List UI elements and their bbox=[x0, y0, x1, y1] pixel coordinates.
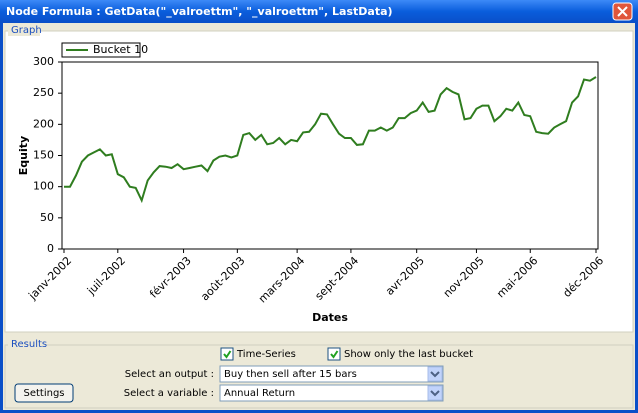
legend-box bbox=[61, 42, 141, 58]
combo-box[interactable] bbox=[219, 365, 444, 383]
graph-group-label: Graph bbox=[11, 25, 42, 36]
y-tick-label: 200 bbox=[33, 117, 54, 130]
combo-button[interactable] bbox=[427, 366, 443, 382]
checkbox-label: Show only the last bucket bbox=[344, 349, 473, 360]
y-tick-label: 100 bbox=[33, 180, 54, 193]
settings-button[interactable] bbox=[14, 383, 74, 403]
group-label-bg bbox=[8, 338, 46, 350]
y-tick-label: 50 bbox=[40, 211, 54, 224]
y-tick-label: 250 bbox=[33, 86, 54, 99]
combo-box[interactable] bbox=[219, 384, 444, 402]
results-group-label: Results bbox=[11, 339, 47, 350]
checkmark bbox=[330, 350, 339, 359]
legend-label: Bucket 10 bbox=[93, 43, 148, 56]
combo-label: Select an output : bbox=[125, 369, 214, 380]
group-label-bg bbox=[8, 24, 40, 36]
combo-value: Buy then sell after 15 bars bbox=[224, 369, 357, 380]
close-icon bbox=[617, 6, 628, 17]
plot-area bbox=[61, 61, 599, 250]
checkmark bbox=[223, 350, 232, 359]
controls: Time-Series Show only the last bucket Sele… bbox=[14, 347, 473, 403]
combo-label: Select a variable : bbox=[124, 388, 214, 399]
y-tick-label: 0 bbox=[47, 242, 54, 255]
y-tick-label: 300 bbox=[33, 55, 54, 68]
window-title: Node Formula : GetData("_valroettm", "_v… bbox=[6, 5, 393, 18]
combo-button[interactable] bbox=[427, 385, 443, 401]
series-line bbox=[64, 76, 597, 204]
combo-arrow bbox=[430, 390, 440, 397]
combo-arrow bbox=[430, 371, 440, 378]
checkbox[interactable] bbox=[220, 347, 234, 361]
y-tick-label: 150 bbox=[33, 149, 54, 162]
title-bar bbox=[0, 0, 638, 23]
x-axis-label: Dates bbox=[312, 311, 348, 324]
combo-value: Annual Return bbox=[224, 388, 295, 399]
y-axis-label: Equity bbox=[17, 136, 30, 175]
settings-label: Settings bbox=[23, 388, 64, 399]
results-group bbox=[4, 344, 634, 409]
checkbox[interactable] bbox=[327, 347, 341, 361]
checkbox-label: Time-Series bbox=[236, 349, 296, 360]
